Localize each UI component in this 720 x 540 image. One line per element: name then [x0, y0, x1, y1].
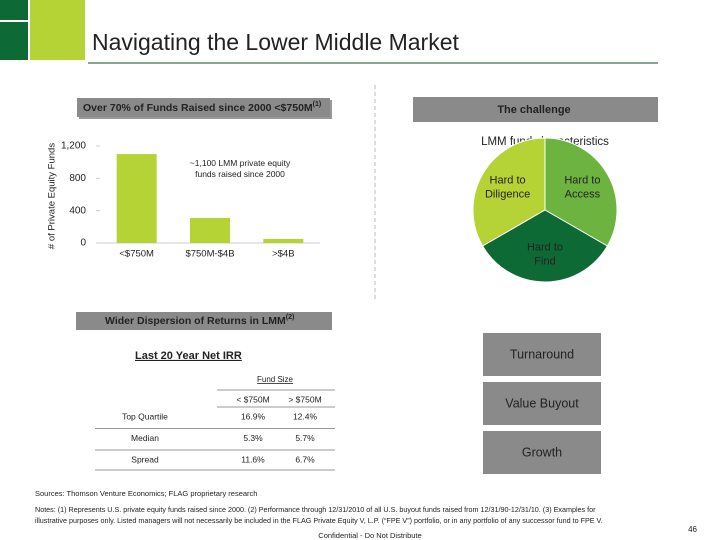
irr-title: Last 20 Year Net IRR [135, 350, 242, 362]
note: (2) [286, 314, 295, 321]
cell: 11.6% [241, 454, 265, 464]
x-tick-label: $750M-$4B [185, 249, 234, 260]
cell: 12.4% [293, 411, 318, 421]
dispersion-title: Wider Dispersion of Returns in LMM(2) [105, 314, 294, 327]
slice-label: Hard to Find [527, 242, 563, 268]
y-tick-label: 0 [80, 238, 86, 249]
cell: 5.3% [243, 433, 263, 443]
left-box-title: Over 70% of Funds Raised since 2000 <$75… [83, 101, 321, 114]
strategy-label: Turnaround [510, 347, 574, 361]
strategy-box [483, 333, 601, 376]
y-tick-label: 1,200 [61, 141, 86, 152]
right-box-title: The challenge [497, 104, 570, 116]
dispersion-box [76, 312, 332, 330]
strategy-box [483, 382, 601, 425]
strategies: Turnaround Value Buyout Growth [483, 333, 601, 474]
text: Wider Dispersion of Returns in LMM [105, 315, 286, 327]
deco [30, 0, 85, 60]
cell: 16.9% [241, 411, 266, 421]
irr-table: < $750M > $750M Top Quartile 16.9% 12.4% Medi… [95, 389, 335, 471]
bar [190, 217, 230, 243]
strategy-label: Growth [522, 445, 562, 459]
cell: 6.7% [295, 454, 315, 464]
cell: 5.7% [295, 433, 315, 443]
annotation: ~1,100 LMM private equity funds raised si… [190, 158, 291, 179]
confidential: Confidential - Do Not Distribute [318, 531, 421, 540]
notes: Notes: (1) Represents U.S. private equit… [35, 505, 596, 514]
column-header: > $750M [288, 394, 321, 404]
cell: Top Quartile [122, 411, 168, 421]
right-box [413, 97, 658, 122]
text: Over 70% of Funds Raised since 2000 <$75… [83, 102, 313, 114]
bar [116, 154, 157, 243]
notes: illustrative purposes only. Listed manag… [35, 516, 603, 525]
x-tick-label: >$4B [272, 249, 294, 260]
y-tick-label: 800 [69, 173, 86, 184]
slice-label: Hard to Diligence [485, 175, 530, 201]
cell: Spread [131, 454, 159, 464]
deco [0, 22, 28, 60]
cell: Median [131, 433, 159, 443]
strategy-box [483, 431, 601, 474]
pie-slice [544, 137, 618, 247]
slice-label: Hard to Access [564, 175, 600, 201]
pie-slice [472, 137, 546, 247]
column-header: < $750M [236, 394, 269, 404]
note: (1) [313, 101, 322, 108]
x-tick-label: <$750M [119, 249, 154, 260]
y-axis-label: # of Private Equity Funds [47, 143, 58, 249]
group-header: Fund Size [257, 375, 294, 384]
sources: Sources: Thomson Venture Economics; FLAG… [35, 489, 257, 498]
y-tick-label: 400 [69, 205, 86, 216]
deco [0, 0, 28, 20]
page-number: 46 [688, 525, 697, 534]
pie-slice [481, 209, 609, 283]
title: Navigating the Lower Middle Market [92, 29, 460, 55]
left-box [77, 98, 330, 117]
bar [263, 238, 304, 243]
strategy-label: Value Buyout [505, 396, 579, 410]
